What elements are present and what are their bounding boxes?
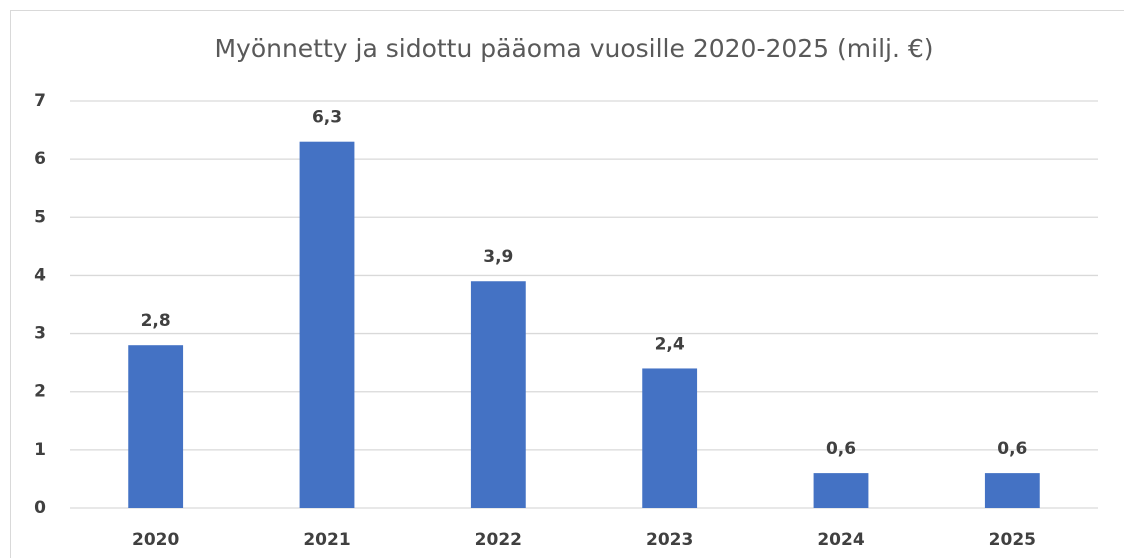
data-label: 2,4	[655, 334, 685, 354]
y-tick-label: 5	[34, 207, 46, 227]
y-tick-label: 6	[34, 149, 46, 169]
x-tick-label: 2023	[646, 530, 693, 550]
y-tick-label: 4	[34, 265, 46, 285]
bar	[470, 281, 526, 508]
x-tick-label: 2022	[475, 530, 522, 550]
bar	[813, 473, 869, 508]
data-label: 0,6	[826, 439, 856, 459]
y-tick-label: 3	[34, 324, 46, 344]
data-label: 0,6	[997, 439, 1027, 459]
y-tick-label: 2	[34, 382, 46, 402]
data-label: 3,9	[483, 247, 513, 267]
y-tick-label: 1	[34, 440, 46, 460]
x-tick-label: 2021	[303, 530, 350, 550]
y-tick-label: 0	[34, 498, 46, 518]
bar	[299, 141, 355, 508]
x-tick-label: 2025	[989, 530, 1036, 550]
x-tick-label: 2020	[132, 530, 179, 550]
x-tick-label: 2024	[817, 530, 864, 550]
y-tick-label: 7	[34, 91, 46, 111]
bar	[642, 368, 698, 508]
chart-title: Myönnetty ja sidottu pääoma vuosille 202…	[214, 34, 933, 63]
bar	[984, 473, 1040, 508]
data-label: 6,3	[312, 108, 342, 128]
data-label: 2,8	[141, 311, 171, 331]
chart-frame	[10, 10, 1124, 558]
bar	[128, 345, 184, 508]
